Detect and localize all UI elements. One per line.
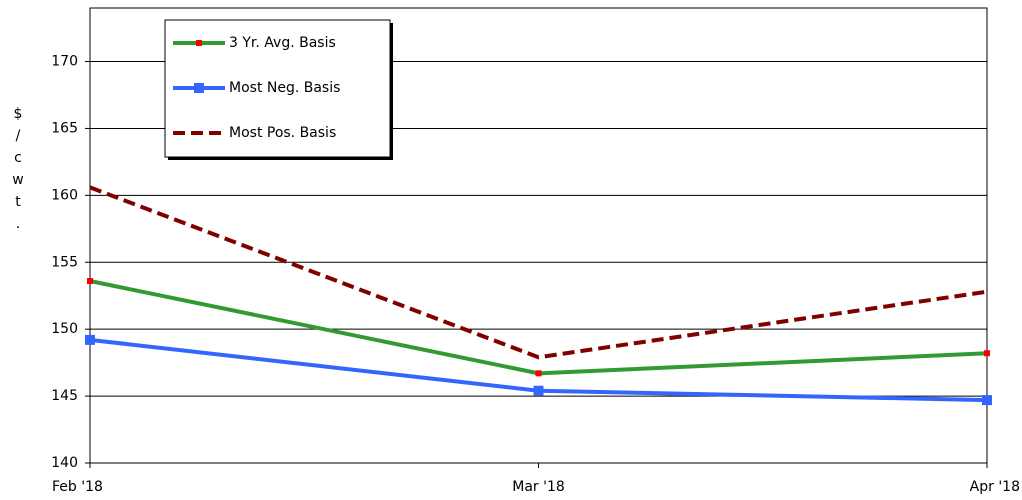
- y-axis-label: $/cwt.: [10, 106, 26, 238]
- marker: [87, 278, 93, 284]
- x-tick-label: Feb '18: [52, 479, 103, 495]
- marker: [535, 370, 542, 377]
- y-tick-label: 160: [51, 187, 78, 203]
- marker: [85, 334, 95, 345]
- legend-label: Most Neg. Basis: [229, 80, 340, 96]
- series-line: [89, 279, 988, 376]
- y-tick-label: 155: [51, 254, 78, 270]
- marker: [533, 385, 544, 396]
- legend-marker: [196, 40, 202, 46]
- series-line: [89, 185, 988, 360]
- legend-label: Most Pos. Basis: [229, 125, 336, 141]
- y-tick-label: 150: [51, 321, 78, 337]
- x-tick-label: Apr '18: [970, 479, 1020, 495]
- y-tick-label: 145: [51, 388, 78, 404]
- y-tick-label: 140: [51, 455, 78, 471]
- legend-label: 3 Yr. Avg. Basis: [229, 35, 336, 51]
- x-tick-label: Mar '18: [512, 479, 565, 495]
- y-tick-label: 165: [51, 120, 78, 136]
- y-tick-label: 170: [51, 54, 78, 70]
- marker: [982, 395, 992, 406]
- legend-marker: [194, 83, 204, 93]
- marker: [984, 350, 990, 357]
